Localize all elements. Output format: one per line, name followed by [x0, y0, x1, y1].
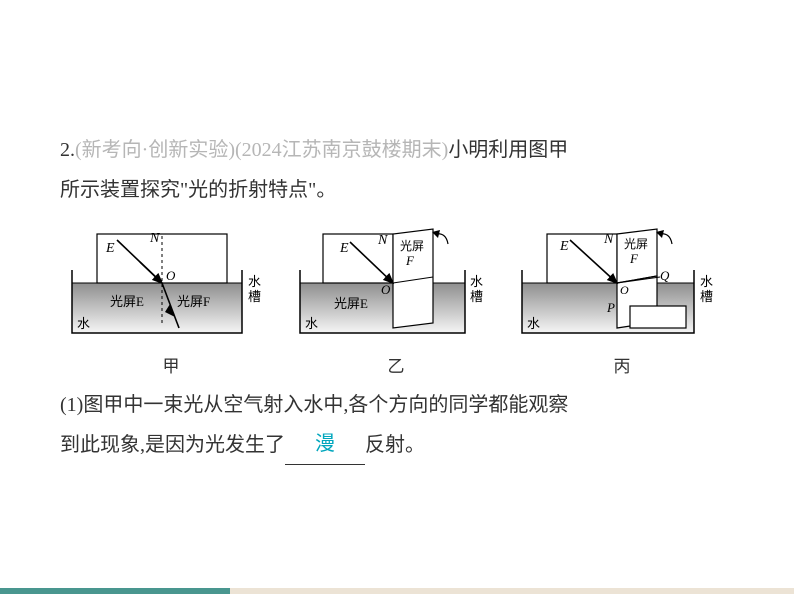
label-tank2: 槽 — [700, 289, 713, 304]
label-tank2: 槽 — [470, 289, 483, 304]
question-line2: 所示装置探究"光的折射特点"。 — [60, 170, 734, 210]
label-tank1: 水 — [700, 274, 713, 289]
caption-yi: 乙 — [388, 352, 405, 377]
label-O: O — [166, 268, 176, 283]
label-tank1: 水 — [470, 274, 483, 289]
label-screenF: 光屏 — [624, 237, 648, 251]
label-E: E — [105, 241, 115, 256]
label-tank1: 水 — [248, 274, 261, 289]
label-screenF: 光屏F — [177, 294, 210, 309]
part1-b: 到此现象,是因为光发生了 — [60, 434, 285, 456]
diagram-jia-block: E N O 光屏E 光屏F 水 槽 水 甲 — [62, 228, 280, 377]
question-stem2: 所示装置探究"光的折射特点"。 — [60, 179, 336, 201]
caption-bing: 丙 — [614, 352, 631, 377]
blank-1: 漫 — [285, 424, 365, 465]
answer-1: 漫 — [315, 433, 335, 455]
diagram-bing-block: E N O Q P 光屏 F 水 槽 水 丙 — [512, 228, 732, 377]
label-O: O — [620, 283, 629, 297]
label-N: N — [603, 232, 614, 247]
diagram-yi-block: E N O 光屏 F 光屏E 水 槽 水 乙 — [290, 228, 502, 377]
label-screenF2: F — [629, 251, 639, 266]
diagram-row: E N O 光屏E 光屏F 水 槽 水 甲 — [60, 228, 734, 377]
question-prefix: (新考向·创新实验)(2024江苏南京鼓楼期末) — [75, 139, 448, 161]
label-screenE: 光屏E — [334, 296, 368, 311]
part1-line2: 到此现象,是因为光发生了 漫 反射。 — [60, 425, 734, 466]
question-number: 2. — [60, 139, 75, 161]
label-screenF2: F — [405, 253, 415, 268]
question-line1: 2.(新考向·创新实验)(2024江苏南京鼓楼期末)小明利用图甲 — [60, 130, 734, 170]
caption-jia: 甲 — [163, 352, 180, 377]
label-water: 水 — [77, 316, 90, 331]
label-N: N — [149, 231, 160, 246]
label-water: 水 — [305, 316, 318, 331]
label-screenE: 光屏E — [110, 294, 144, 309]
page-content: 2.(新考向·创新实验)(2024江苏南京鼓楼期末)小明利用图甲 所示装置探究"… — [0, 0, 794, 466]
label-E: E — [559, 239, 569, 254]
label-Q: Q — [660, 268, 670, 283]
label-E: E — [339, 241, 349, 256]
part1-line1: (1)图甲中一束光从空气射入水中,各个方向的同学都能观察 — [60, 385, 734, 425]
diagram-yi: E N O 光屏 F 光屏E 水 槽 水 — [290, 228, 502, 346]
part1-c: 反射。 — [365, 434, 425, 456]
diagram-jia: E N O 光屏E 光屏F 水 槽 水 — [62, 228, 280, 346]
part1-a: (1)图甲中一束光从空气射入水中,各个方向的同学都能观察 — [60, 394, 568, 416]
label-P: P — [606, 300, 615, 315]
label-N: N — [377, 233, 388, 248]
question-stem1: 小明利用图甲 — [448, 139, 568, 161]
label-water: 水 — [527, 316, 540, 331]
label-O: O — [381, 282, 391, 297]
footer-segment — [0, 588, 230, 594]
label-screenF: 光屏 — [400, 239, 424, 253]
diagram-bing: E N O Q P 光屏 F 水 槽 水 — [512, 228, 732, 346]
label-tank2: 槽 — [248, 289, 261, 304]
